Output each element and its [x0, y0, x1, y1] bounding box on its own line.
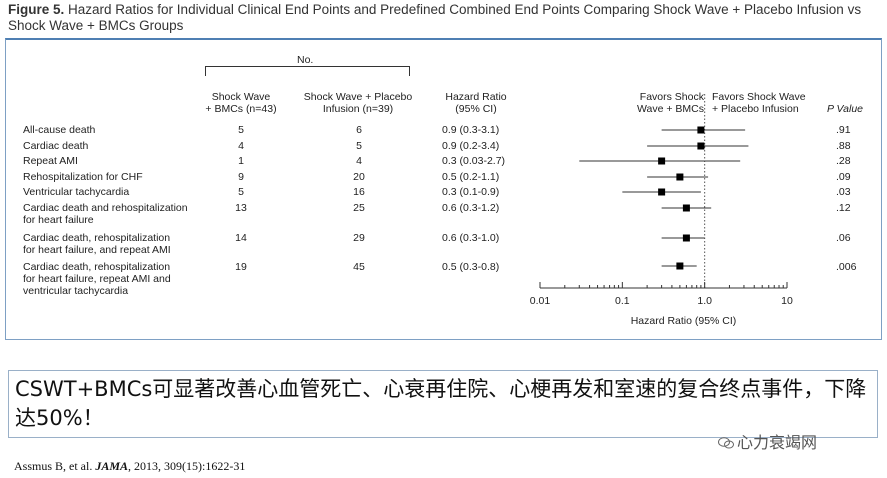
row-label-line: Cardiac death [23, 140, 89, 152]
cell-p-value: .006 [836, 261, 857, 273]
cell-p-value: .28 [836, 155, 851, 167]
row-label-line: Cardiac death, rehospitalization [23, 261, 171, 273]
row-label-line: for heart failure [23, 214, 94, 226]
figure-panel [5, 38, 882, 340]
favors-placebo-line1: Favors Shock Wave [712, 91, 806, 103]
row-label-line: All-cause death [23, 124, 96, 136]
col-header-placebo-line2: Infusion (n=39) [322, 103, 394, 115]
no-header: No. [297, 54, 314, 66]
row-label-line: Rehospitalization for CHF [23, 171, 143, 183]
cell-hazard-ratio: 0.6 (0.3-1.2) [442, 202, 500, 214]
wechat-icon [718, 434, 734, 449]
cell-hazard-ratio: 0.9 (0.3-3.1) [442, 124, 500, 136]
cell-placebo-count: 6 [356, 124, 362, 136]
favors-bmc-line1: Favors Shock [639, 91, 704, 103]
col-header-bmc-line1: Shock Wave [211, 91, 271, 103]
row-label-line: for heart failure, repeat AMI and [23, 273, 171, 285]
col-header-hr-line1: Hazard Ratio [445, 91, 507, 103]
col-header-bmc-line2: + BMCs (n=43) [205, 103, 277, 115]
cell-hazard-ratio: 0.9 (0.2-3.4) [442, 140, 500, 152]
row-label-line: Cardiac death, rehospitalization [23, 232, 171, 244]
cell-bmc-count: 5 [238, 124, 244, 136]
row-label: Repeat AMI [23, 155, 78, 167]
cell-placebo-count: 16 [353, 186, 365, 198]
cell-placebo-count: 25 [353, 202, 365, 214]
citation-prefix: Assmus B, et al. [14, 459, 96, 473]
cell-hazard-ratio: 0.3 (0.03-2.7) [442, 155, 506, 167]
summary-text: CSWT+BMCs可显著改善心血管死亡、心衰再住院、心梗再发和室速的复合终点事件… [15, 377, 867, 430]
cell-bmc-count: 14 [235, 232, 247, 244]
row-label: Cardiac death, rehospitalization for hear… [23, 232, 171, 256]
row-label-line: ventricular tachycardia [23, 285, 129, 297]
cell-bmc-count: 5 [238, 186, 244, 198]
col-header-p: P Value [827, 103, 863, 115]
row-label: Ventricular tachycardia [23, 186, 129, 198]
cell-p-value: .09 [836, 171, 851, 183]
cell-bmc-count: 4 [238, 140, 244, 152]
col-header-placebo: Shock Wave + Placebo Infusion (n=39) [296, 91, 420, 115]
favors-placebo-line2: + Placebo Infusion [712, 103, 799, 115]
citation: Assmus B, et al. JAMA, 2013, 309(15):162… [14, 459, 245, 474]
cell-placebo-count: 4 [356, 155, 362, 167]
col-header-placebo-line1: Shock Wave + Placebo [303, 91, 413, 103]
figure-label: Figure 5. [8, 2, 65, 17]
figure-title: Figure 5. Hazard Ratios for Individual C… [8, 2, 883, 34]
row-label-line: Repeat AMI [23, 155, 78, 167]
citation-suffix: , 2013, 309(15):1622-31 [128, 459, 246, 473]
cell-bmc-count: 1 [238, 155, 244, 167]
cell-p-value: .12 [836, 202, 851, 214]
cell-hazard-ratio: 0.3 (0.1-0.9) [442, 186, 500, 198]
cell-hazard-ratio: 0.6 (0.3-1.0) [442, 232, 500, 244]
cell-placebo-count: 29 [353, 232, 365, 244]
cell-p-value: .88 [836, 140, 851, 152]
row-label-line: for heart failure, and repeat AMI [23, 244, 171, 256]
cell-p-value: .03 [836, 186, 851, 198]
row-label: All-cause death [23, 124, 95, 136]
cell-hazard-ratio: 0.5 (0.2-1.1) [442, 171, 500, 183]
row-label: Cardiac death, rehospitalization for hear… [23, 261, 171, 297]
cell-p-value: .06 [836, 232, 851, 244]
col-header-hr-line2: (95% CI) [455, 103, 497, 115]
cell-bmc-count: 9 [238, 171, 244, 183]
no-bracket [205, 66, 410, 76]
brand-name: 心力衰竭网 [737, 433, 818, 452]
row-label-line: Cardiac death and rehospitalization [23, 202, 188, 214]
cell-placebo-count: 45 [353, 261, 365, 273]
cell-placebo-count: 20 [353, 171, 365, 183]
citation-journal: JAMA [95, 459, 129, 473]
row-label-line: Ventricular tachycardia [23, 186, 130, 198]
cell-placebo-count: 5 [356, 140, 362, 152]
row-label: Cardiac death and rehospitalization for h… [23, 202, 188, 226]
cell-bmc-count: 13 [235, 202, 247, 214]
brand-watermark: 心力衰竭网 [718, 429, 817, 453]
favors-bmc-label: Favors Shock Wave + BMCs [626, 91, 704, 115]
cell-bmc-count: 19 [235, 261, 247, 273]
summary-box: CSWT+BMCs可显著改善心血管死亡、心衰再住院、心梗再发和室速的复合终点事件… [8, 370, 878, 438]
figure-title-text: Hazard Ratios for Individual Clinical En… [8, 2, 862, 33]
col-header-hr: Hazard Ratio (95% CI) [428, 91, 524, 115]
cell-hazard-ratio: 0.5 (0.3-0.8) [442, 261, 500, 273]
col-header-bmc: Shock Wave + BMCs (n=43) [196, 91, 286, 115]
cell-p-value: .91 [836, 124, 851, 136]
row-label: Cardiac death [23, 140, 88, 152]
favors-bmc-line2: Wave + BMCs [637, 103, 704, 115]
row-label: Rehospitalization for CHF [23, 171, 143, 183]
favors-placebo-label: Favors Shock Wave + Placebo Infusion [712, 91, 812, 115]
